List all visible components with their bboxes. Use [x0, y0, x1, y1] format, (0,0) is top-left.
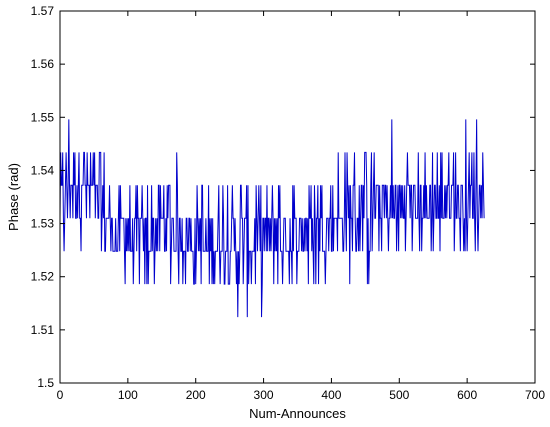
- y-tick-label: 1.53: [31, 217, 55, 231]
- x-tick-label: 100: [118, 388, 138, 402]
- y-tick-label: 1.5: [37, 376, 54, 390]
- y-axis-label: Phase (rad): [6, 163, 21, 231]
- plot-frame: [59, 10, 536, 384]
- x-tick-label: 500: [389, 388, 409, 402]
- y-tick-label: 1.54: [31, 163, 55, 177]
- x-tick-label: 300: [254, 388, 274, 402]
- y-tick-label: 1.55: [31, 110, 55, 124]
- y-tick-label: 1.52: [31, 270, 55, 284]
- x-axis-label: Num-Announces: [249, 406, 346, 421]
- y-tick-label: 1.51: [31, 323, 55, 337]
- x-tick-label: 200: [186, 388, 206, 402]
- x-tick-label: 400: [321, 388, 341, 402]
- x-tick-label: 700: [525, 388, 545, 402]
- x-tick-label: 0: [57, 388, 64, 402]
- y-tick-label: 1.56: [31, 57, 55, 71]
- y-tick-label: 1.57: [31, 4, 55, 18]
- y-axis: 1.5 1.51 1.52 1.53 1.54 1.55 1.56 1.57: [31, 4, 535, 390]
- phase-series-line: [59, 119, 485, 318]
- x-tick-label: 600: [457, 388, 477, 402]
- x-axis: 0 100 200 300 400 500 600 700: [57, 11, 545, 402]
- plot-area: [60, 11, 535, 383]
- series-layer: [59, 119, 485, 318]
